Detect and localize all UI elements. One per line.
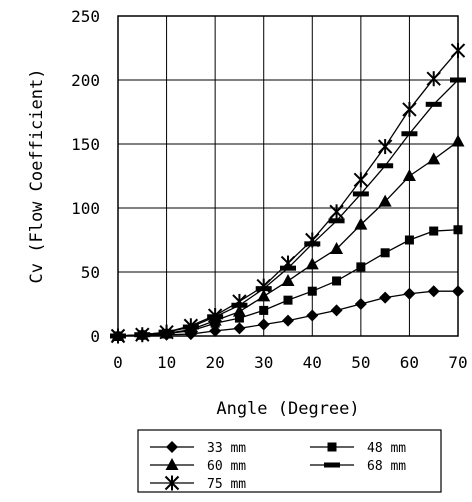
x-tick-label: 70: [448, 353, 467, 372]
data-point-star: [353, 172, 369, 188]
x-tick-label: 0: [113, 353, 123, 372]
data-point-dash: [324, 462, 340, 468]
data-point-star: [164, 475, 180, 491]
legend-item: 33 mm: [150, 441, 246, 456]
x-tick-label: 10: [157, 353, 176, 372]
y-tick-label: 150: [71, 135, 100, 154]
data-point-triangle: [451, 134, 465, 147]
data-point-square: [356, 262, 366, 272]
data-point-square: [327, 442, 337, 452]
x-axis-ticks: 0 10 20 30 40 50 60 70: [113, 353, 467, 372]
legend-box: [137, 429, 442, 493]
legend-label: 48 mm: [367, 441, 406, 456]
data-point-triangle: [354, 217, 368, 230]
data-point-star: [232, 293, 247, 309]
data-point-star: [256, 278, 271, 294]
data-point-diamond: [452, 285, 464, 298]
plot-frame: [117, 15, 459, 337]
data-point-dash: [425, 101, 442, 107]
data-point-diamond: [209, 324, 222, 337]
legend-label: 75 mm: [207, 477, 246, 492]
series-75-mm: [110, 43, 466, 344]
data-point-square: [429, 226, 439, 236]
data-point-star: [207, 308, 223, 324]
y-axis-title: Cv (Flow Coefficient): [27, 69, 47, 284]
data-point-star: [450, 43, 466, 59]
legend-item: 48 mm: [310, 441, 406, 456]
y-tick-label: 0: [90, 327, 100, 346]
data-point-diamond: [403, 287, 416, 300]
x-tick-label: 20: [206, 353, 225, 372]
legend-label: 68 mm: [367, 459, 406, 474]
data-point-triangle: [165, 458, 179, 470]
data-point-dash: [377, 163, 394, 169]
data-point-triangle: [330, 241, 344, 254]
data-point-triangle: [257, 289, 271, 302]
y-axis-ticks: 0 50 100 150 200 250: [71, 7, 100, 346]
y-tick-label: 250: [71, 7, 100, 26]
data-point-square: [453, 225, 463, 235]
series-layer: [110, 43, 466, 344]
data-point-square: [259, 305, 269, 315]
data-point-dash: [352, 191, 369, 197]
y-tick-label: 50: [81, 263, 100, 282]
x-tick-label: 50: [351, 353, 370, 372]
data-point-diamond: [427, 285, 440, 298]
data-point-star: [135, 327, 150, 343]
data-point-dash: [401, 131, 418, 137]
data-point-star: [402, 101, 417, 117]
data-point-square: [380, 248, 390, 258]
data-point-diamond: [306, 309, 319, 322]
legend-item: 75 mm: [150, 475, 246, 492]
data-point-star: [377, 139, 393, 155]
data-point-diamond: [379, 291, 392, 304]
legend-item: 68 mm: [310, 459, 406, 474]
data-point-diamond: [233, 322, 246, 335]
data-point-square: [234, 313, 244, 323]
data-point-triangle: [427, 152, 441, 165]
data-point-star: [159, 324, 174, 340]
data-point-star: [426, 71, 441, 87]
data-point-diamond: [330, 304, 343, 317]
x-tick-label: 30: [254, 353, 273, 372]
x-tick-label: 60: [400, 353, 419, 372]
y-tick-label: 200: [71, 71, 100, 90]
legend-label: 33 mm: [207, 441, 246, 456]
data-point-triangle: [305, 257, 319, 270]
data-point-triangle: [281, 273, 295, 286]
data-point-diamond: [166, 441, 178, 453]
data-point-square: [332, 276, 342, 286]
data-point-triangle: [402, 169, 416, 181]
data-point-square: [404, 235, 414, 245]
data-point-square: [307, 286, 317, 296]
legend-item: 60 mm: [150, 458, 246, 474]
data-point-dash: [328, 218, 345, 224]
data-point-square: [283, 295, 293, 305]
legend: 33 mm 48 mm 60 mm 68 mm 75 mm: [137, 429, 442, 493]
data-point-star: [110, 328, 126, 344]
data-point-triangle: [378, 194, 392, 207]
data-point-dash: [450, 77, 466, 83]
data-point-star: [329, 204, 344, 220]
data-point-star: [183, 318, 199, 334]
data-point-diamond: [354, 298, 367, 310]
data-point-star: [280, 255, 296, 271]
x-tick-label: 40: [303, 353, 322, 372]
x-axis-title: Angle (Degree): [216, 399, 359, 419]
data-point-diamond: [257, 318, 270, 331]
data-point-star: [305, 232, 320, 248]
y-tick-label: 100: [71, 199, 100, 218]
data-point-triangle: [232, 304, 246, 317]
data-point-diamond: [282, 314, 294, 327]
legend-label: 60 mm: [207, 459, 246, 474]
